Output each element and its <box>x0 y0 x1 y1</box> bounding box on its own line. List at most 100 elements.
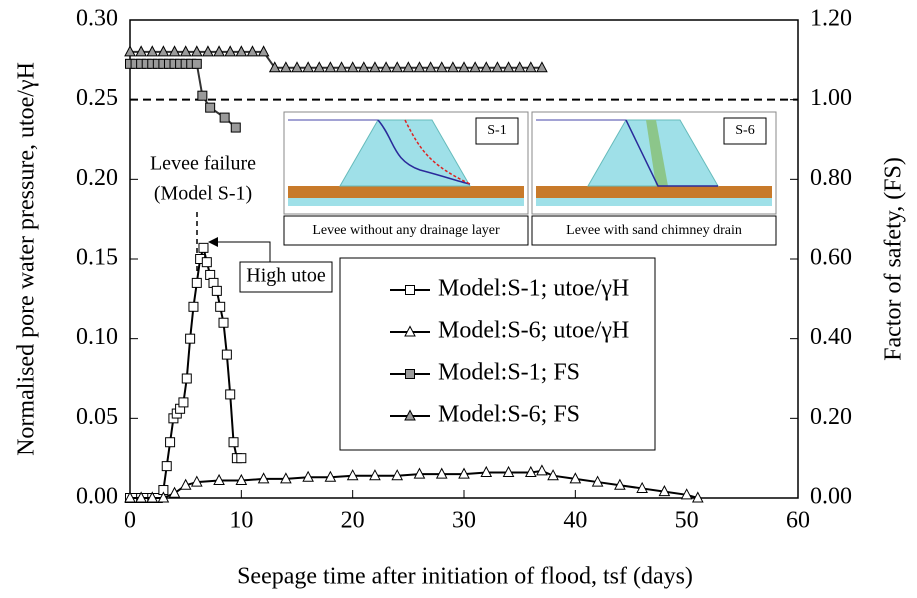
marker <box>268 61 281 73</box>
inset-s6: S-6 Levee with sand chimney drain <box>531 111 777 246</box>
annotation: (Model S-1) <box>154 183 252 205</box>
marker <box>213 45 225 57</box>
marker <box>402 61 415 73</box>
y2-tick-label: 0.80 <box>810 165 852 191</box>
marker <box>202 45 214 57</box>
series <box>124 45 548 73</box>
marker <box>225 389 236 400</box>
annotation-arrow <box>208 237 218 247</box>
marker <box>185 333 196 344</box>
marker <box>191 277 202 288</box>
marker <box>197 90 208 101</box>
marker <box>357 61 370 73</box>
marker <box>435 61 448 73</box>
marker <box>235 45 248 57</box>
marker <box>335 61 348 73</box>
marker <box>291 61 303 73</box>
marker <box>536 61 548 73</box>
marker <box>124 45 136 57</box>
x-tick-label: 10 <box>229 508 253 534</box>
y-axis-label: Normalised pore water pressure, utoe/γH <box>14 62 40 456</box>
series <box>125 242 247 503</box>
legend-label: Model:S-1; utoe/γH <box>438 276 629 302</box>
marker <box>190 475 203 487</box>
marker <box>458 61 470 73</box>
marker <box>230 122 241 133</box>
marker <box>201 257 212 268</box>
inset-tag: S-6 <box>735 123 754 138</box>
marker <box>324 61 337 73</box>
legend-label: Model:S-6; FS <box>438 402 580 428</box>
marker <box>161 461 172 472</box>
marker <box>536 464 548 476</box>
marker <box>302 470 314 482</box>
marker <box>280 61 292 73</box>
marker <box>424 61 437 73</box>
marker <box>168 45 181 57</box>
marker <box>302 61 314 73</box>
marker <box>636 481 648 493</box>
marker <box>168 486 181 498</box>
y2-tick-label: 0.40 <box>810 324 852 350</box>
marker <box>146 45 159 57</box>
marker <box>246 45 259 57</box>
y2-tick-label: 0.60 <box>810 245 852 271</box>
x-tick-label: 30 <box>452 508 476 534</box>
marker <box>614 478 626 490</box>
marker <box>680 488 693 500</box>
x-tick-label: 0 <box>124 508 136 534</box>
legend-marker <box>405 369 415 379</box>
y2-tick-label: 0.20 <box>810 404 852 430</box>
y-tick-label: 0.30 <box>76 6 118 32</box>
marker <box>218 317 229 328</box>
legend-label: Model:S-6; utoe/γH <box>438 318 629 344</box>
inset-s1: S-1 Levee without any drainage layer <box>283 111 529 246</box>
series <box>125 58 241 133</box>
marker <box>413 61 426 73</box>
marker <box>313 61 326 73</box>
y2-tick-label: 0.00 <box>810 484 852 510</box>
inset-caption: Levee without any drainage layer <box>312 223 500 238</box>
marker <box>369 469 381 481</box>
marker <box>513 61 526 73</box>
marker <box>469 61 481 73</box>
x-tick-label: 20 <box>341 508 365 534</box>
marker <box>235 473 248 485</box>
annotation-arrow <box>216 241 271 262</box>
legend-marker <box>404 409 416 421</box>
marker <box>157 491 170 503</box>
marker <box>228 437 239 448</box>
legend-label: Model:S-1; FS <box>438 360 580 386</box>
marker <box>480 465 493 478</box>
series <box>124 464 704 503</box>
marker <box>236 453 247 464</box>
marker <box>135 491 147 503</box>
marker <box>324 470 337 482</box>
marker <box>219 112 230 123</box>
marker <box>591 475 604 487</box>
marker <box>146 491 159 503</box>
marker <box>257 472 270 484</box>
annotation: Levee failure <box>150 153 256 175</box>
x-axis-label: Seepage time after initiation of flood, … <box>237 564 693 590</box>
marker <box>524 465 537 478</box>
inset-tag: S-1 <box>487 123 506 138</box>
marker <box>458 467 470 479</box>
marker <box>346 61 359 73</box>
marker <box>191 58 202 69</box>
y-tick-label: 0.25 <box>76 85 118 111</box>
marker <box>211 285 222 296</box>
marker <box>547 469 559 481</box>
marker <box>124 491 136 503</box>
marker <box>198 242 209 253</box>
series-line <box>130 243 242 499</box>
marker <box>524 61 537 73</box>
legend-marker <box>405 285 415 295</box>
annotation: High utoe <box>246 265 326 287</box>
marker <box>181 373 192 384</box>
y-tick-label: 0.10 <box>76 324 118 350</box>
marker <box>157 45 170 57</box>
marker <box>190 45 203 57</box>
y2-tick-label: 1.20 <box>810 6 852 32</box>
marker <box>413 467 426 479</box>
